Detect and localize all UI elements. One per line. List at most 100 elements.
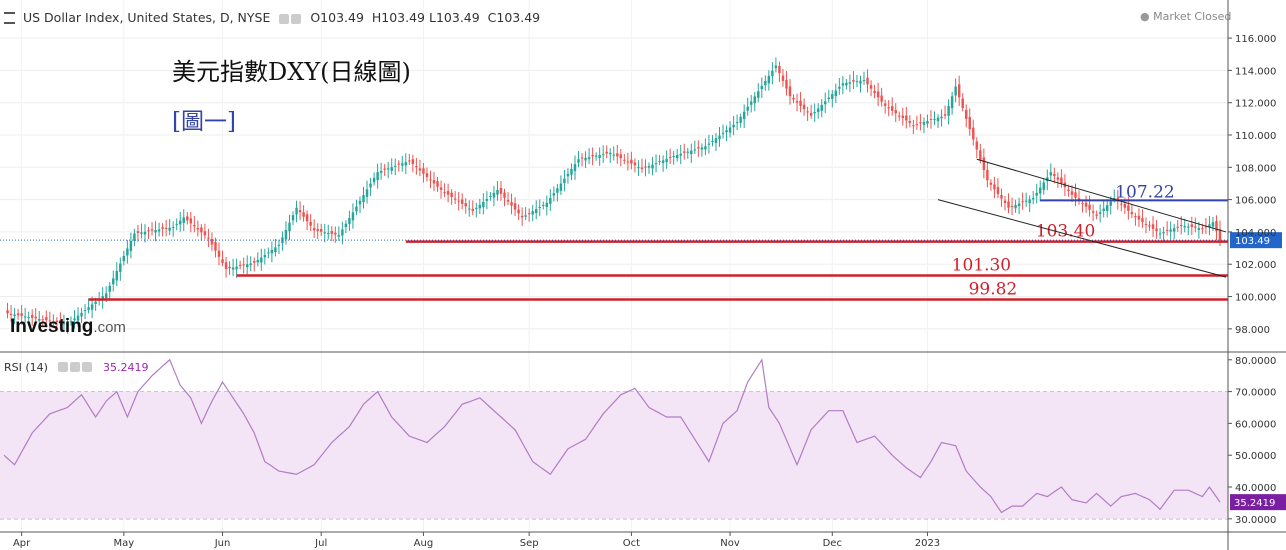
candle-body <box>1151 224 1155 229</box>
candle-body <box>538 207 541 208</box>
candle-body <box>1031 198 1035 200</box>
candle-body <box>245 264 249 268</box>
candles <box>6 57 1222 334</box>
candle-body <box>573 164 577 172</box>
candle-body <box>126 248 129 256</box>
time-tick-label: Aug <box>414 538 434 549</box>
candle-body <box>16 313 20 316</box>
candle-body <box>517 209 520 214</box>
candle-body <box>718 135 721 140</box>
rsi-icons[interactable] <box>57 361 97 374</box>
candle-body <box>753 96 756 104</box>
candle-body <box>926 121 929 124</box>
candle-body <box>792 97 795 100</box>
candle-body <box>725 130 728 133</box>
rsi-tick-label: 60.0000 <box>1235 419 1276 430</box>
candle-body <box>1183 226 1186 228</box>
candle-body <box>527 213 531 215</box>
price-tick-label: 112.000 <box>1235 99 1276 110</box>
candle-body <box>464 203 467 207</box>
candle-body <box>443 192 446 194</box>
candle-body <box>764 80 767 86</box>
candle-body <box>379 170 383 173</box>
candle-body <box>94 301 97 304</box>
candle-body <box>1056 177 1060 180</box>
candle-body <box>1123 203 1127 208</box>
candle-body <box>48 320 52 322</box>
candle-body <box>1105 205 1109 211</box>
candle-body <box>534 209 538 214</box>
candle-body <box>855 81 859 83</box>
candle-body <box>876 91 880 98</box>
eye-icon[interactable] <box>279 13 290 24</box>
candle-body <box>721 132 725 134</box>
candle-body <box>228 266 231 269</box>
candle-body <box>1162 232 1165 234</box>
candle-body <box>834 90 838 97</box>
candle-body <box>690 150 693 155</box>
time-tick-label: Nov <box>720 538 740 549</box>
rsi-header: RSI (14) 35.2419 <box>4 361 148 374</box>
candle-body <box>284 229 288 240</box>
candle-body <box>369 183 372 188</box>
candle-body <box>277 244 281 246</box>
time-tick-label: Jun <box>214 538 231 549</box>
candle-body <box>644 166 647 168</box>
candle-body <box>549 198 552 204</box>
candle-body <box>799 100 802 106</box>
candle-body <box>552 193 556 196</box>
candle-body <box>41 319 45 321</box>
candle-body <box>1010 206 1014 208</box>
candle-body <box>439 187 443 190</box>
candle-body <box>894 110 897 114</box>
candle-body <box>1179 225 1183 227</box>
candle-body <box>1204 226 1208 228</box>
candle-body <box>714 138 718 143</box>
candle-body <box>1074 192 1077 198</box>
candle-body <box>189 218 193 224</box>
candle-body <box>249 263 252 266</box>
candle-body <box>898 115 901 117</box>
settings-icon[interactable] <box>70 362 81 372</box>
settings-icon[interactable] <box>291 13 302 24</box>
candle-body <box>626 161 630 163</box>
candle-body <box>605 151 608 154</box>
candle-body <box>1113 198 1116 200</box>
candle-body <box>556 188 559 193</box>
candle-body <box>922 122 926 125</box>
candle-body <box>827 97 830 100</box>
low-value: L103.49 <box>429 10 480 25</box>
candle-body <box>210 238 214 245</box>
candle-body <box>873 90 876 93</box>
candle-body <box>982 157 986 170</box>
candle-body <box>612 154 615 156</box>
candle-body <box>1000 194 1003 199</box>
eye-icon[interactable] <box>58 362 69 372</box>
candle-body <box>386 168 390 170</box>
candle-body <box>686 151 690 153</box>
close-icon[interactable] <box>82 362 93 372</box>
price-tick-label: 106.000 <box>1235 196 1276 207</box>
candle-body <box>119 263 122 272</box>
candle-body <box>1060 177 1063 184</box>
candle-body <box>436 181 439 187</box>
candle-body <box>901 115 905 119</box>
candle-body <box>1215 221 1218 232</box>
candle-body <box>87 307 90 310</box>
candle-body <box>298 210 302 213</box>
menu-icon[interactable] <box>4 11 15 24</box>
header-icons[interactable] <box>278 10 306 25</box>
status-dot-icon: ● <box>1140 10 1150 23</box>
candle-body <box>478 204 482 209</box>
candle-body <box>665 158 668 163</box>
candle-body <box>267 252 270 254</box>
candle-body <box>482 201 485 208</box>
candle-body <box>820 104 823 111</box>
candle-body <box>1201 228 1204 230</box>
candle-body <box>943 114 947 116</box>
candle-body <box>394 165 397 167</box>
candle-body <box>136 231 140 233</box>
candle-body <box>788 86 792 97</box>
chart-title: US Dollar Index, United States, D, NYSE <box>22 10 271 25</box>
